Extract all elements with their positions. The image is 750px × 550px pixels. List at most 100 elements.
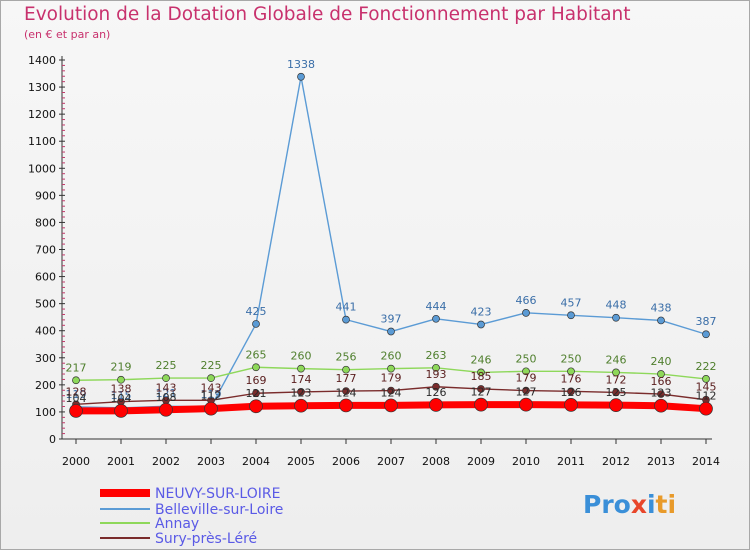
data-point bbox=[702, 330, 710, 339]
data-label: 127 bbox=[471, 386, 492, 399]
data-point bbox=[567, 367, 575, 376]
legend: NEUVY-SUR-LOIREBelleville-sur-LoireAnnay… bbox=[100, 486, 283, 547]
data-label: 124 bbox=[381, 386, 402, 399]
data-point bbox=[567, 311, 575, 320]
data-label: 260 bbox=[291, 350, 312, 363]
data-label: 397 bbox=[381, 313, 402, 326]
data-point bbox=[252, 320, 260, 328]
data-label: 121 bbox=[156, 387, 177, 400]
data-point bbox=[69, 403, 83, 418]
data-label: 121 bbox=[246, 387, 267, 400]
x-tick-label: 2014 bbox=[692, 455, 720, 468]
x-tick-label: 2004 bbox=[242, 455, 270, 468]
logo-part-1: Pro bbox=[583, 490, 631, 519]
x-tick-label: 2012 bbox=[602, 455, 630, 468]
data-label: 466 bbox=[516, 294, 537, 307]
proxiti-logo: Proxiti bbox=[583, 490, 676, 519]
y-tick-label: 1100 bbox=[28, 135, 56, 148]
data-label: 387 bbox=[696, 315, 717, 328]
data-label: 246 bbox=[471, 353, 492, 366]
data-point bbox=[657, 370, 665, 378]
y-tick-label: 900 bbox=[35, 189, 56, 202]
x-tick-label: 2005 bbox=[287, 455, 315, 468]
data-label: 126 bbox=[561, 386, 582, 399]
data-point bbox=[342, 315, 350, 324]
data-label: 263 bbox=[426, 349, 447, 362]
data-label: 112 bbox=[201, 390, 222, 403]
axes: 0 100 200 300 400 500 600 700 800 900 1000 1100 1200… bbox=[28, 54, 720, 468]
data-label: 174 bbox=[291, 373, 312, 386]
data-point bbox=[249, 399, 263, 414]
data-point bbox=[297, 364, 305, 373]
x-tick-label: 2003 bbox=[197, 455, 225, 468]
data-point bbox=[117, 375, 125, 384]
legend-entry: Annay bbox=[100, 516, 199, 532]
data-point bbox=[432, 382, 440, 391]
data-label: 177 bbox=[336, 372, 357, 385]
data-point bbox=[519, 397, 533, 412]
data-point bbox=[387, 364, 395, 373]
data-point bbox=[477, 320, 485, 329]
data-point bbox=[477, 368, 485, 377]
data-label: 260 bbox=[381, 350, 402, 363]
data-label: 123 bbox=[651, 387, 672, 400]
y-tick-label: 1000 bbox=[28, 162, 56, 175]
data-point bbox=[297, 72, 305, 81]
x-tick-label: 2013 bbox=[647, 455, 675, 468]
data-point bbox=[432, 314, 440, 323]
x-tick-label: 2006 bbox=[332, 455, 360, 468]
data-label: 225 bbox=[201, 359, 222, 372]
legend-entry: Belleville-sur-Loire bbox=[100, 502, 283, 518]
legend-label: Belleville-sur-Loire bbox=[155, 502, 283, 518]
logo-part-4: ti bbox=[655, 490, 677, 519]
data-point bbox=[339, 398, 353, 413]
y-tick-label: 1400 bbox=[28, 54, 56, 67]
x-tick-label: 2010 bbox=[512, 455, 540, 468]
data-point bbox=[432, 363, 440, 372]
data-label: 143 bbox=[156, 381, 177, 394]
x-tick-label: 2009 bbox=[467, 455, 495, 468]
data-label: 457 bbox=[561, 296, 582, 309]
y-tick-label: 500 bbox=[35, 298, 56, 311]
data-point bbox=[384, 398, 398, 413]
data-label: 256 bbox=[336, 351, 357, 364]
chart-subtitle: (en € et par an) bbox=[24, 28, 111, 41]
x-tick-label: 2011 bbox=[557, 455, 585, 468]
y-tick-label: 1200 bbox=[28, 108, 56, 121]
y-tick-label: 700 bbox=[35, 244, 56, 257]
data-label: 123 bbox=[291, 387, 312, 400]
data-point bbox=[567, 387, 575, 396]
logo-part-3: i bbox=[646, 490, 656, 519]
series-2 bbox=[72, 363, 710, 385]
legend-label: NEUVY-SUR-LOIRE bbox=[155, 486, 280, 502]
data-label: 425 bbox=[246, 305, 267, 318]
data-label: 119 bbox=[66, 388, 87, 401]
data-point bbox=[204, 401, 218, 416]
data-label: 1338 bbox=[287, 58, 315, 71]
data-point bbox=[342, 387, 350, 395]
y-tick-label: 0 bbox=[49, 433, 56, 446]
y-tick-label: 100 bbox=[35, 406, 56, 419]
data-label: 250 bbox=[561, 352, 582, 365]
data-point bbox=[612, 388, 620, 397]
data-label: 448 bbox=[606, 299, 627, 312]
data-label: 104 bbox=[66, 392, 87, 405]
x-tick-label: 2002 bbox=[152, 455, 180, 468]
x-tick-label: 2008 bbox=[422, 455, 450, 468]
data-label: 217 bbox=[66, 361, 87, 374]
data-point bbox=[162, 374, 170, 382]
data-label: 265 bbox=[246, 348, 267, 361]
data-label: 225 bbox=[156, 359, 177, 372]
data-point bbox=[477, 385, 485, 393]
logo-part-2: x bbox=[630, 490, 647, 519]
data-point bbox=[159, 402, 173, 417]
x-tick-label: 2001 bbox=[107, 455, 135, 468]
data-point bbox=[612, 313, 620, 322]
data-label: 438 bbox=[651, 301, 672, 314]
y-tick-label: 600 bbox=[35, 271, 56, 284]
y-tick-label: 200 bbox=[35, 379, 56, 392]
y-tick-label: 800 bbox=[35, 216, 56, 229]
data-label: 179 bbox=[516, 372, 537, 385]
data-point bbox=[522, 386, 530, 395]
